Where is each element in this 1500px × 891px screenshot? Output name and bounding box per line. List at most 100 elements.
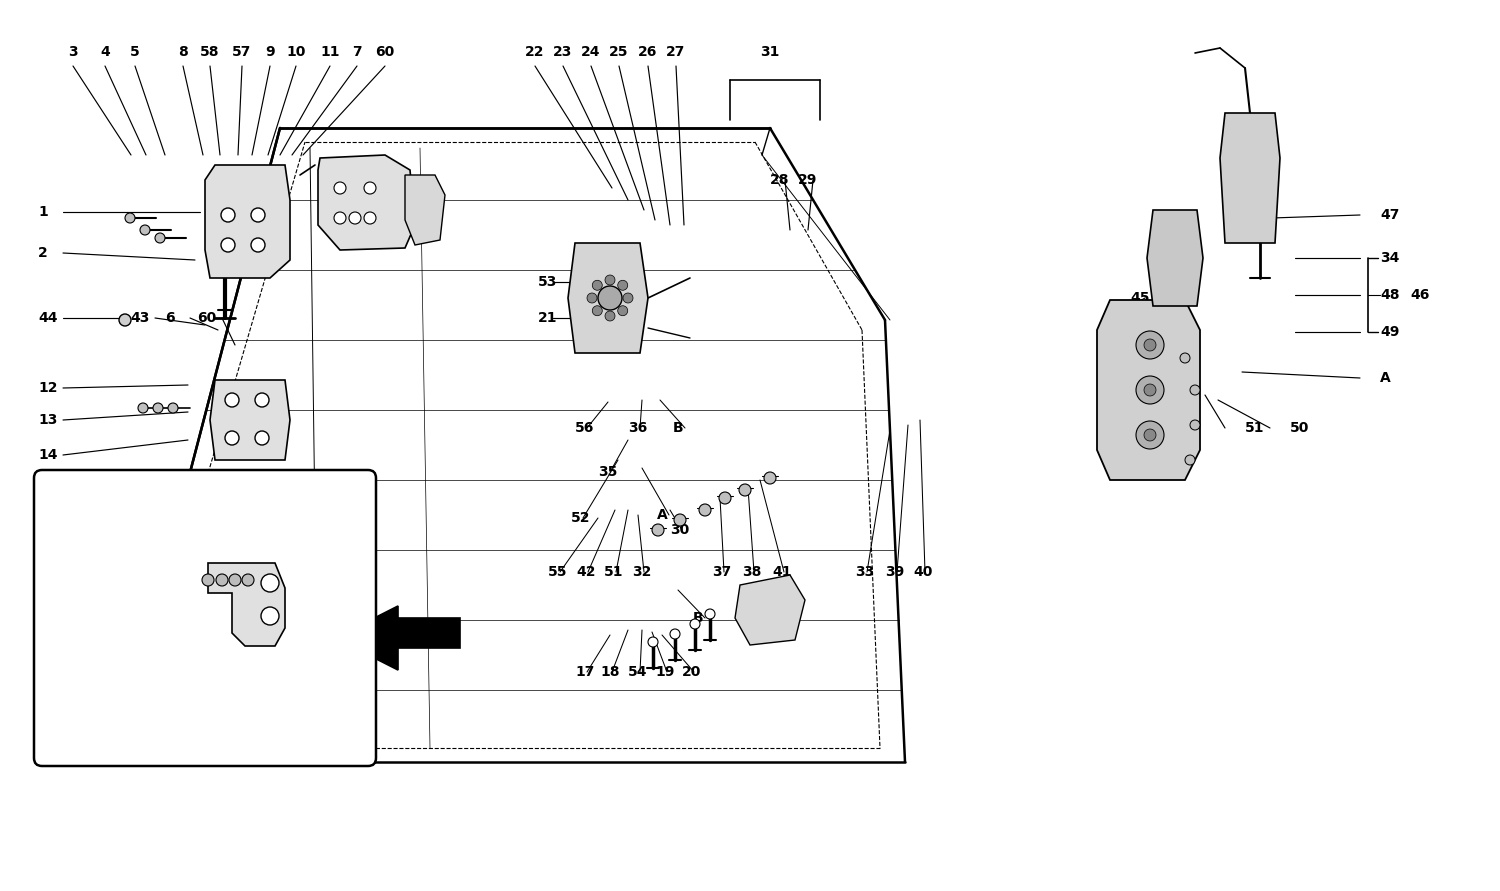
Text: A: A [657,508,668,522]
Text: 33: 33 [855,565,874,579]
Text: 3: 3 [94,501,105,515]
Circle shape [230,574,242,586]
Text: 6: 6 [165,311,174,325]
Circle shape [592,281,603,290]
Text: 3: 3 [68,45,78,59]
Text: 38: 38 [742,565,762,579]
Circle shape [251,208,266,222]
Circle shape [1185,455,1196,465]
Circle shape [364,212,376,224]
Text: 20: 20 [682,665,702,679]
Text: 23: 23 [554,45,573,59]
Text: 56: 56 [574,421,594,435]
Text: 42: 42 [576,565,596,579]
Polygon shape [334,606,460,670]
Text: 26: 26 [639,45,657,59]
Text: 50: 50 [1290,421,1310,435]
Circle shape [168,403,178,413]
Circle shape [364,182,376,194]
Circle shape [690,619,700,629]
Circle shape [652,524,664,536]
Circle shape [604,275,615,285]
Text: 54: 54 [628,665,648,679]
Polygon shape [209,563,285,646]
Circle shape [255,431,268,445]
Text: 16: 16 [38,553,57,567]
Text: Valid for SPIDER: Valid for SPIDER [82,734,200,749]
Text: 48: 48 [1380,288,1400,302]
Text: 15: 15 [38,483,57,497]
Circle shape [220,238,236,252]
Circle shape [350,212,361,224]
Circle shape [251,238,266,252]
Circle shape [705,609,716,619]
Text: 36: 36 [628,421,648,435]
Circle shape [261,607,279,625]
Polygon shape [264,470,280,490]
Text: 44: 44 [38,311,57,325]
Text: 2: 2 [80,643,90,657]
Circle shape [1190,385,1200,395]
Text: 32: 32 [632,565,651,579]
Text: 31: 31 [760,45,780,59]
Circle shape [618,306,627,315]
Circle shape [592,306,603,315]
Circle shape [598,286,622,310]
Circle shape [1136,331,1164,359]
Text: 51: 51 [1245,421,1264,435]
Polygon shape [405,175,445,245]
Polygon shape [1220,113,1280,243]
Circle shape [674,514,686,526]
Circle shape [586,293,597,303]
Circle shape [140,225,150,235]
Polygon shape [735,575,806,645]
Text: Vale per SPIDER: Vale per SPIDER [82,710,200,725]
Text: 24: 24 [582,45,600,59]
Text: 14: 14 [38,448,57,462]
Circle shape [699,504,711,516]
Circle shape [220,208,236,222]
Circle shape [1180,353,1190,363]
Circle shape [261,574,279,592]
Polygon shape [206,165,290,278]
Circle shape [154,233,165,243]
Text: 9: 9 [266,45,274,59]
Circle shape [648,637,658,647]
Circle shape [718,492,730,504]
Text: 5: 5 [130,45,140,59]
Circle shape [225,393,238,407]
Text: 28: 28 [770,173,789,187]
Text: 1: 1 [80,605,90,619]
Text: 55: 55 [548,565,567,579]
Text: 4: 4 [100,45,109,59]
Text: 60: 60 [375,45,394,59]
Circle shape [740,484,752,496]
Circle shape [1144,429,1156,441]
Text: 46: 46 [1410,288,1430,302]
Text: 47: 47 [1380,208,1400,222]
Polygon shape [318,155,416,250]
Text: B: B [693,611,703,625]
Circle shape [1136,376,1164,404]
Text: 11: 11 [321,45,339,59]
Polygon shape [1096,300,1200,480]
Text: 60: 60 [196,311,216,325]
Text: 53: 53 [538,275,558,289]
Text: 27: 27 [666,45,686,59]
Circle shape [618,281,627,290]
Text: 4: 4 [130,501,140,515]
Text: 30: 30 [670,523,688,537]
Text: 35: 35 [598,465,618,479]
FancyBboxPatch shape [34,470,376,766]
Circle shape [242,574,254,586]
Text: 49: 49 [1380,325,1400,339]
Circle shape [1144,384,1156,396]
Circle shape [138,403,148,413]
Text: 58: 58 [201,45,219,59]
Circle shape [124,213,135,223]
Circle shape [153,403,164,413]
Text: 41: 41 [772,565,792,579]
Text: 25: 25 [609,45,628,59]
Polygon shape [210,380,290,460]
Text: 52: 52 [572,511,591,525]
